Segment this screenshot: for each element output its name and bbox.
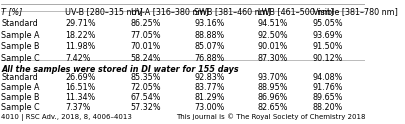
- Text: 88.88%: 88.88%: [194, 31, 224, 40]
- Text: UV-B [280–315 nm]: UV-B [280–315 nm]: [65, 8, 143, 17]
- Text: 93.70%: 93.70%: [257, 73, 288, 82]
- Text: 92.50%: 92.50%: [257, 31, 288, 40]
- Text: This journal is © The Royal Society of Chemistry 2018: This journal is © The Royal Society of C…: [175, 114, 364, 120]
- Text: 85.07%: 85.07%: [194, 42, 224, 51]
- Text: Sample C: Sample C: [1, 103, 40, 112]
- Text: 91.50%: 91.50%: [312, 42, 342, 51]
- Text: 88.20%: 88.20%: [312, 103, 342, 112]
- Text: 77.05%: 77.05%: [130, 31, 161, 40]
- Text: 29.71%: 29.71%: [65, 19, 96, 28]
- Text: 11.34%: 11.34%: [65, 93, 95, 102]
- Text: 88.95%: 88.95%: [257, 83, 288, 92]
- Text: 76.88%: 76.88%: [194, 54, 224, 63]
- Text: Standard: Standard: [1, 73, 38, 82]
- Text: T [%]: T [%]: [1, 8, 23, 17]
- Text: 86.25%: 86.25%: [130, 19, 161, 28]
- Text: Sample A: Sample A: [1, 31, 40, 40]
- Text: 91.76%: 91.76%: [312, 83, 342, 92]
- Text: 11.98%: 11.98%: [65, 42, 95, 51]
- Text: 92.83%: 92.83%: [194, 73, 224, 82]
- Text: LWB [461–500 nm]: LWB [461–500 nm]: [257, 8, 333, 17]
- Text: 82.65%: 82.65%: [257, 103, 288, 112]
- Text: All the samples were stored in DI water for 155 days: All the samples were stored in DI water …: [1, 65, 239, 74]
- Text: 95.05%: 95.05%: [312, 19, 342, 28]
- Text: Sample A: Sample A: [1, 83, 40, 92]
- Text: 70.01%: 70.01%: [130, 42, 160, 51]
- Text: 93.16%: 93.16%: [194, 19, 224, 28]
- Text: 86.96%: 86.96%: [257, 93, 288, 102]
- Text: Sample B: Sample B: [1, 42, 40, 51]
- Text: 26.69%: 26.69%: [65, 73, 95, 82]
- Text: 93.69%: 93.69%: [312, 31, 342, 40]
- Text: Sample B: Sample B: [1, 93, 40, 102]
- Text: 58.24%: 58.24%: [130, 54, 161, 63]
- Text: SWB [381–460 nm]: SWB [381–460 nm]: [194, 8, 271, 17]
- Text: UV-A [316–380 nm]: UV-A [316–380 nm]: [130, 8, 208, 17]
- Text: 83.77%: 83.77%: [194, 83, 224, 92]
- Text: 67.54%: 67.54%: [130, 93, 161, 102]
- Text: 7.42%: 7.42%: [65, 54, 90, 63]
- Text: 81.29%: 81.29%: [194, 93, 224, 102]
- Text: 87.30%: 87.30%: [257, 54, 288, 63]
- Text: 94.51%: 94.51%: [257, 19, 288, 28]
- Text: 16.51%: 16.51%: [65, 83, 95, 92]
- Text: 18.22%: 18.22%: [65, 31, 95, 40]
- Text: Standard: Standard: [1, 19, 38, 28]
- Text: 85.35%: 85.35%: [130, 73, 161, 82]
- Text: 90.01%: 90.01%: [257, 42, 288, 51]
- Text: Sample C: Sample C: [1, 54, 40, 63]
- Text: 94.08%: 94.08%: [312, 73, 342, 82]
- Text: 73.00%: 73.00%: [194, 103, 224, 112]
- Text: 7.37%: 7.37%: [65, 103, 90, 112]
- Text: 57.32%: 57.32%: [130, 103, 161, 112]
- Text: 72.05%: 72.05%: [130, 83, 161, 92]
- Text: 89.65%: 89.65%: [312, 93, 342, 102]
- Text: Visible [381–780 nm]: Visible [381–780 nm]: [312, 8, 396, 17]
- Text: 4010 | RSC Adv., 2018, 8, 4006–4013: 4010 | RSC Adv., 2018, 8, 4006–4013: [1, 114, 132, 121]
- Text: 90.12%: 90.12%: [312, 54, 342, 63]
